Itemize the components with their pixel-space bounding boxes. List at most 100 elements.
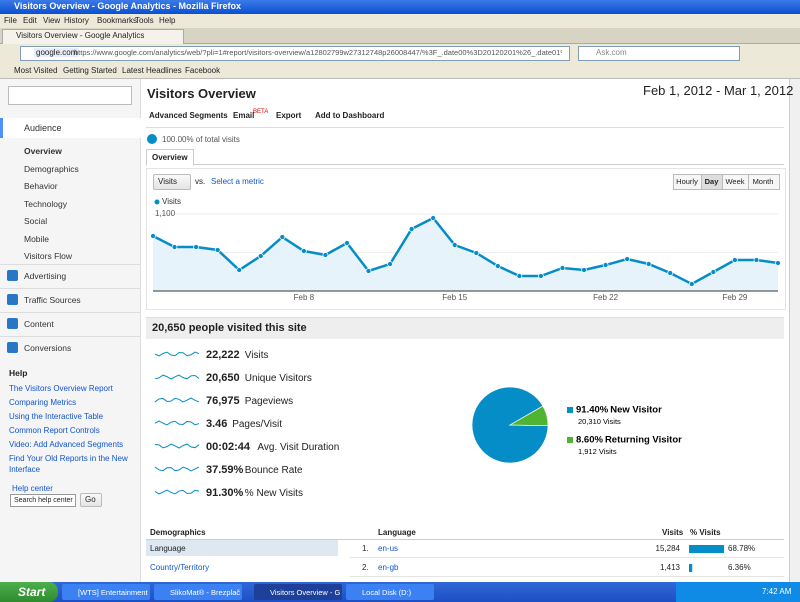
metric-dropdown[interactable] (153, 174, 191, 190)
help-link[interactable]: Video: Add Advanced Segments (9, 440, 124, 449)
task-button[interactable] (62, 584, 150, 600)
menu-item[interactable]: View (43, 16, 61, 25)
overview-tab-label[interactable]: Overview (152, 153, 188, 162)
help-go[interactable]: Go (85, 495, 96, 504)
help-link[interactable]: Find Your Old Reports in the New Interfa… (9, 454, 128, 474)
audience[interactable]: Audience (24, 123, 62, 133)
nav-section[interactable]: Traffic Sources (24, 295, 81, 305)
date-range[interactable]: Feb 1, 2012 - Mar 1, 2012 (643, 83, 794, 98)
url-box[interactable] (20, 46, 570, 61)
nav-section[interactable]: Content (24, 319, 54, 329)
interval-label[interactable]: Hourly (676, 177, 698, 186)
tab[interactable] (2, 29, 184, 44)
task-button[interactable] (154, 584, 242, 600)
bookmark[interactable]: Getting Started (63, 66, 117, 75)
row-rank: 2. (362, 563, 369, 572)
x-tick-label: Feb 8 (294, 293, 315, 302)
task-label[interactable]: SlikoMat® - Brezplač... (170, 588, 240, 597)
nav-section[interactable]: Conversions (24, 343, 72, 353)
help-placeholder[interactable]: Search help center (14, 497, 73, 504)
select-metric[interactable]: Select a metric (211, 177, 264, 186)
metric-label: % New Visits (244, 488, 303, 499)
interval-button[interactable] (748, 174, 780, 190)
menu-item[interactable]: Bookmarks (97, 16, 138, 25)
area (153, 217, 778, 291)
nav-item[interactable]: Behavior (24, 181, 58, 191)
start-label[interactable]: Start (18, 585, 46, 599)
advanced-segments[interactable]: Advanced Segments (149, 111, 228, 120)
point (645, 261, 652, 267)
x-tick-label: Feb 15 (442, 293, 467, 302)
section-icon (7, 342, 18, 353)
nav-item[interactable]: Social (24, 216, 48, 226)
row-name[interactable]: en-us (378, 544, 399, 553)
section-divider (0, 336, 140, 337)
menu-item[interactable]: Edit (23, 16, 37, 25)
help-link[interactable]: Common Report Controls (9, 426, 100, 435)
nav-item[interactable]: Demographics (24, 163, 79, 174)
search-box[interactable] (578, 46, 740, 61)
help-input[interactable] (10, 494, 76, 507)
demographics-item[interactable]: Country/Territory (150, 563, 210, 572)
interval-label[interactable]: Month (752, 177, 774, 186)
help-link[interactable]: Comparing Metrics (9, 398, 77, 407)
legend-swatch (567, 437, 573, 443)
demographics-item[interactable]: Language (150, 544, 186, 553)
bookmark[interactable]: Most Visited (14, 66, 58, 75)
bookmark[interactable]: Facebook (185, 66, 221, 75)
audience-row[interactable] (0, 118, 143, 138)
sparkline (154, 420, 200, 426)
menu-item[interactable]: History (64, 16, 89, 25)
menu-item[interactable]: Tools (135, 16, 154, 25)
email[interactable]: Email (233, 111, 255, 120)
help-center[interactable]: Help center (12, 484, 53, 493)
metric-value: 00:02:44 (206, 441, 251, 453)
url[interactable]: https://www.google.com/analytics/web/?pl… (74, 48, 562, 57)
tray (676, 582, 800, 602)
row-pct: 6.36% (728, 563, 751, 572)
task-label[interactable]: Local Disk (D:) (362, 588, 412, 597)
menu-item[interactable]: File (4, 16, 17, 25)
clock: 7:42 AM (762, 587, 792, 596)
add-to-dashboard[interactable]: Add to Dashboard (315, 111, 385, 120)
metric-label: Pageviews (244, 396, 294, 407)
language-row-bg[interactable] (146, 540, 338, 556)
nav-item[interactable]: Mobile (24, 233, 50, 244)
help-link[interactable]: Using the Interactive Table (9, 412, 104, 421)
sidebar-search[interactable] (8, 86, 132, 105)
pct-bar (689, 564, 693, 572)
tab-line (146, 164, 784, 165)
legend-label: New Visitor (610, 405, 662, 416)
interval-label[interactable]: Week (725, 177, 745, 186)
help-link[interactable]: The Visitors Overview Report (9, 384, 113, 393)
scrollbar (789, 79, 800, 582)
x-tick-label: Feb 29 (722, 293, 747, 302)
nav-section[interactable]: Advertising (24, 271, 67, 281)
nav-item[interactable]: Overview (24, 146, 62, 156)
point (365, 268, 372, 274)
tab-title[interactable]: Visitors Overview - Google Analytics (16, 31, 145, 40)
nav-item[interactable]: Visitors Flow (24, 251, 73, 261)
task-button[interactable] (346, 584, 434, 600)
bookmark[interactable]: Latest Headlines (122, 66, 182, 75)
task-button[interactable] (254, 584, 342, 600)
point (344, 240, 350, 246)
start-button[interactable] (0, 582, 58, 602)
task-label[interactable]: Visitors Overview - G... (270, 588, 340, 597)
nav-item[interactable]: Technology (24, 198, 68, 209)
task-label[interactable]: [WTS] Entertainment... (78, 588, 148, 597)
legend-value: 91.40% (576, 405, 609, 416)
help-go-button[interactable] (80, 493, 102, 507)
point (473, 250, 480, 256)
table-header: Language (378, 528, 416, 537)
point (150, 233, 156, 239)
metric-dropdown-label[interactable]: Visits (158, 177, 177, 186)
export[interactable]: Export (276, 111, 302, 120)
beta: BETA (253, 109, 269, 115)
row-name[interactable]: en-gb (378, 563, 399, 572)
interval-label[interactable]: Day (704, 177, 719, 186)
metric-value: 76,975 (206, 395, 240, 407)
site-label: google.com (34, 48, 80, 57)
menu-item[interactable]: Help (159, 16, 176, 25)
overview-tab[interactable] (146, 149, 194, 166)
